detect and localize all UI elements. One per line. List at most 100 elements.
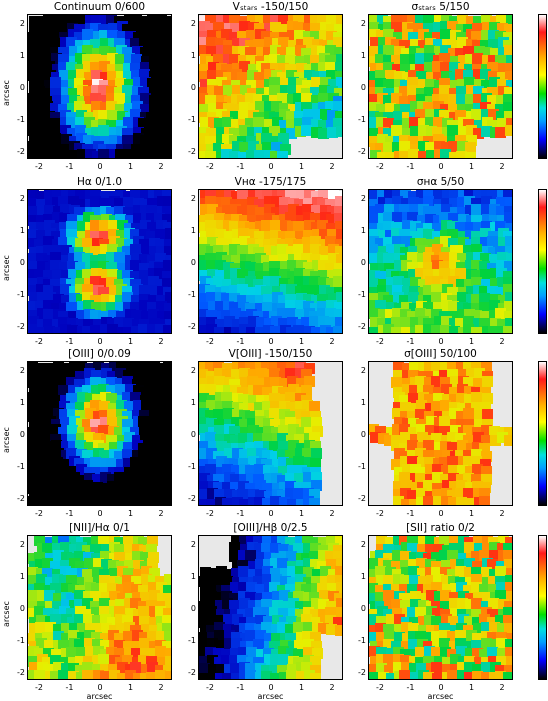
- map-pixel: [473, 488, 484, 499]
- map-pixel: [205, 410, 216, 421]
- map-pixel: [247, 542, 258, 553]
- map-pixel: [310, 244, 321, 255]
- map-pixel: [255, 615, 266, 626]
- map-pixel: [91, 623, 102, 634]
- map-pixel: [269, 368, 280, 379]
- map-pixel: [488, 598, 499, 609]
- map-pixel: [415, 607, 426, 618]
- map-pixel: [230, 104, 241, 115]
- map-pixel: [327, 583, 338, 594]
- map-pixel: [215, 673, 226, 679]
- map-pixel: [138, 443, 149, 454]
- map-pixel: [270, 451, 281, 462]
- map-pixel: [131, 576, 142, 587]
- map-pixel: [496, 260, 507, 271]
- map-pixel: [496, 582, 507, 593]
- map-pixel: [101, 214, 112, 225]
- map-pixel: [229, 459, 240, 470]
- map-pixel: [91, 632, 102, 643]
- map-pixel: [318, 609, 329, 620]
- map-pixel: [221, 29, 232, 40]
- map-pixel: [489, 426, 500, 437]
- map-pixel: [59, 150, 70, 158]
- map-pixel: [415, 325, 426, 333]
- map-pixel: [132, 379, 143, 390]
- map-pixel: [288, 384, 299, 395]
- map-pixel: [311, 191, 322, 202]
- map-pixel: [442, 480, 453, 491]
- map-pixel: [369, 308, 380, 319]
- map-pixel: [269, 441, 280, 452]
- map-pixel: [214, 327, 225, 333]
- map-pixel: [164, 151, 171, 158]
- map-pixel: [28, 190, 39, 201]
- map-pixel: [285, 212, 296, 223]
- map-pixel: [432, 489, 443, 500]
- map-pixel: [140, 190, 151, 201]
- map-pixel: [418, 151, 429, 158]
- map-pixel: [124, 228, 135, 239]
- map-pixel: [295, 231, 306, 242]
- map-pixel: [378, 246, 389, 257]
- map-pixel: [216, 45, 227, 56]
- map-pixel: [264, 318, 275, 329]
- map-pixel: [311, 576, 322, 587]
- map-pixel: [473, 592, 484, 603]
- map-pixel: [52, 457, 63, 468]
- map-pixel: [279, 120, 290, 131]
- map-pixel: [418, 79, 429, 90]
- map-pixel: [505, 318, 512, 329]
- map-pixel: [325, 236, 336, 247]
- map-pixel: [155, 646, 166, 657]
- voronoi-map-1: [28, 15, 171, 158]
- map-pixel: [106, 120, 117, 131]
- map-pixel: [391, 377, 402, 388]
- map-pixel: [497, 23, 508, 34]
- map-pixel: [67, 237, 78, 248]
- map-pixel: [385, 136, 396, 147]
- map-pixel: [58, 104, 69, 115]
- map-pixel: [311, 472, 322, 483]
- y-tick-label: 1: [360, 51, 366, 60]
- map-pixel: [84, 309, 95, 320]
- map-pixel: [400, 560, 411, 571]
- map-pixel: [199, 459, 209, 470]
- map-pixel: [479, 443, 490, 454]
- map-pixel: [147, 302, 158, 313]
- map-pixel: [264, 245, 275, 256]
- map-pixel: [253, 474, 264, 485]
- map-pixel: [245, 483, 256, 494]
- map-pixel: [472, 561, 483, 572]
- map-pixel: [409, 617, 420, 628]
- map-pixel: [463, 435, 474, 446]
- map-pixel: [409, 656, 420, 667]
- map-pixel: [401, 662, 412, 673]
- map-pixel: [75, 410, 86, 421]
- map-pixel: [231, 327, 242, 333]
- map-pixel: [246, 309, 257, 320]
- panel-title-1: Continuum 0/600: [53, 1, 146, 13]
- map-pixel: [447, 442, 458, 453]
- map-pixel: [154, 213, 165, 224]
- map-pixel: [133, 127, 144, 138]
- map-pixel: [504, 111, 512, 122]
- map-pixel: [246, 55, 257, 66]
- map-pixel: [369, 664, 379, 675]
- map-pixel: [77, 632, 88, 643]
- map-pixel: [433, 544, 444, 555]
- map-pixel: [222, 598, 233, 609]
- map-pixel: [35, 16, 46, 27]
- map-pixel: [369, 102, 380, 113]
- map-pixel: [140, 104, 151, 115]
- map-pixel: [44, 393, 55, 404]
- map-pixel: [148, 190, 159, 199]
- x-tick-label: 1: [127, 337, 134, 346]
- map-pixel: [163, 104, 171, 115]
- map-pixel: [28, 198, 37, 209]
- map-pixel: [256, 368, 267, 379]
- map-pixel: [99, 491, 110, 502]
- y-tick-label: -2: [188, 494, 196, 503]
- map-pixel: [402, 112, 413, 123]
- map-pixel: [232, 238, 243, 249]
- map-pixel: [457, 384, 468, 395]
